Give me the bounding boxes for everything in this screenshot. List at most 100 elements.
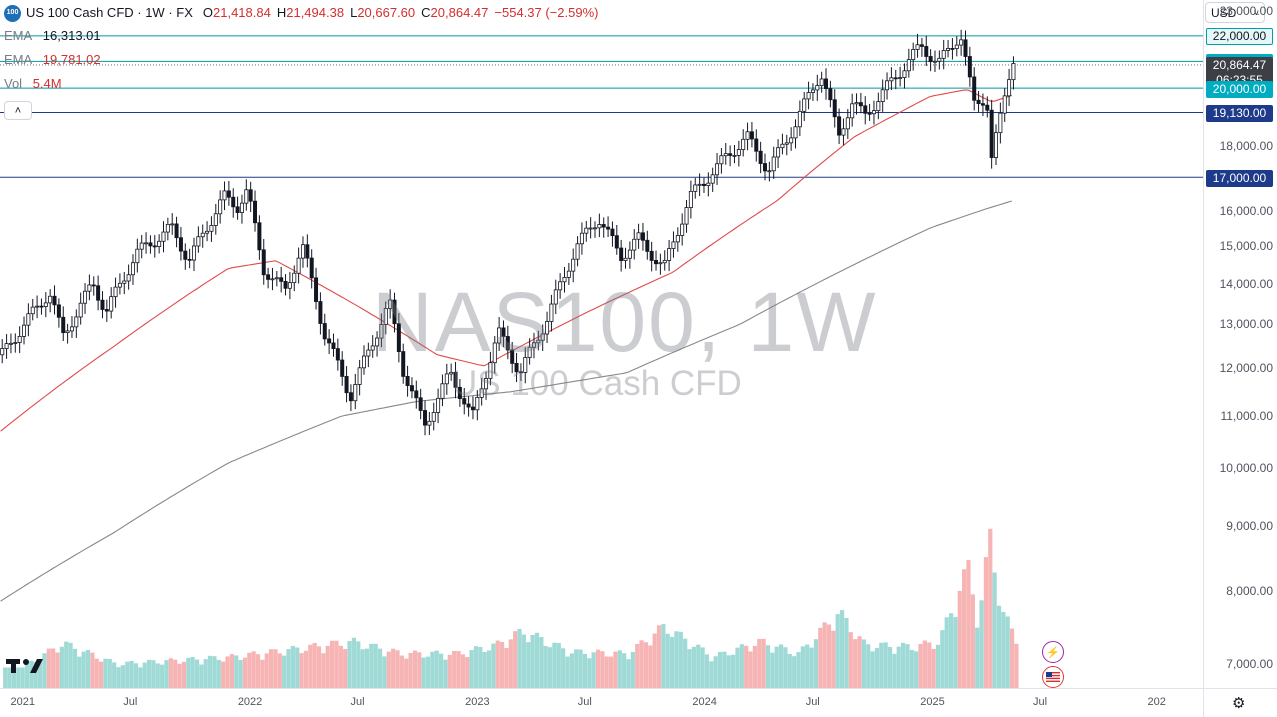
candle-body bbox=[152, 245, 157, 248]
candle-body bbox=[462, 398, 467, 405]
symbol-badge: 100 bbox=[4, 4, 21, 22]
candle-body bbox=[946, 47, 951, 51]
volume-bar bbox=[186, 657, 191, 688]
volume-bar bbox=[996, 605, 1002, 688]
volume-bar bbox=[77, 656, 82, 688]
volume-bar bbox=[935, 644, 941, 688]
candle-body bbox=[488, 362, 493, 379]
volume-bar bbox=[591, 652, 596, 688]
volume-bar bbox=[504, 647, 509, 688]
candle-body bbox=[736, 149, 741, 156]
volume-bar bbox=[460, 654, 465, 688]
candle-body bbox=[348, 392, 353, 402]
x-tick-label: 2022 bbox=[237, 696, 263, 708]
candle-body bbox=[353, 384, 358, 402]
volume-bar bbox=[979, 600, 984, 688]
volume-bar bbox=[37, 660, 43, 688]
volume-bar bbox=[874, 648, 880, 688]
volume-bar bbox=[1014, 643, 1019, 688]
candle-body bbox=[885, 80, 890, 91]
open-value: 21,418.84 bbox=[213, 5, 271, 20]
candle-body bbox=[187, 258, 192, 261]
lightning-icon[interactable]: ⚡ bbox=[1042, 641, 1064, 663]
candle-body bbox=[253, 200, 258, 224]
candle-body bbox=[61, 316, 66, 334]
volume-bar bbox=[643, 642, 649, 688]
volume-bar bbox=[608, 656, 614, 688]
candle-body bbox=[863, 105, 868, 114]
candle-body bbox=[340, 359, 345, 377]
candle-body bbox=[109, 296, 114, 312]
volume-bar bbox=[129, 660, 134, 688]
volume-bar bbox=[395, 650, 400, 688]
indicator-ema-slow[interactable]: EMA 16,313.01 bbox=[4, 28, 101, 43]
collapse-legend-button[interactable]: ˄ bbox=[4, 101, 32, 120]
volume-bar bbox=[338, 645, 343, 688]
candle-body bbox=[305, 244, 310, 259]
candle-body bbox=[523, 357, 528, 373]
candle-body bbox=[270, 278, 275, 281]
currency-select[interactable]: USD ˅ bbox=[1205, 2, 1265, 23]
candle-body bbox=[257, 222, 262, 251]
candle-body bbox=[876, 101, 881, 112]
change-value: −554.37 (−2.59%) bbox=[494, 5, 599, 20]
candle-body bbox=[575, 243, 580, 260]
volume-bar bbox=[11, 667, 17, 688]
candle-body bbox=[396, 323, 401, 352]
candle-body bbox=[409, 385, 414, 392]
volume-bar bbox=[364, 648, 370, 688]
volume-bar bbox=[526, 642, 531, 688]
volume-bar bbox=[569, 653, 574, 688]
indicator-name: EMA bbox=[4, 52, 33, 67]
candle-body bbox=[697, 183, 702, 186]
candle-body bbox=[593, 227, 598, 230]
volume-bar bbox=[739, 644, 744, 688]
volume-bar bbox=[600, 651, 605, 688]
candle-body bbox=[361, 355, 366, 369]
candle-body bbox=[789, 137, 794, 144]
volume-bar bbox=[16, 667, 21, 688]
candle-body bbox=[937, 57, 942, 62]
volume-bar bbox=[887, 646, 893, 688]
candle-body bbox=[327, 338, 332, 344]
candle-body bbox=[287, 282, 292, 289]
volume-bar bbox=[944, 617, 949, 688]
candle-body bbox=[749, 131, 754, 140]
candle-series bbox=[0, 29, 1016, 436]
gear-icon[interactable]: ⚙ bbox=[1232, 695, 1246, 712]
volume-bar bbox=[691, 646, 696, 688]
indicator-volume[interactable]: Vol 5.4M bbox=[4, 76, 62, 91]
volume-bar bbox=[687, 649, 692, 688]
tradingview-logo[interactable] bbox=[6, 655, 44, 681]
candle-body bbox=[205, 230, 210, 234]
volume-bar bbox=[813, 639, 819, 688]
volume-bar bbox=[778, 644, 784, 688]
volume-bar bbox=[892, 653, 897, 688]
candle-body bbox=[170, 223, 175, 226]
candle-body bbox=[828, 88, 833, 101]
symbol-header[interactable]: 100 US 100 Cash CFD · 1W · FX O 21,418.8… bbox=[4, 4, 604, 22]
volume-bar bbox=[674, 631, 679, 688]
volume-bar bbox=[835, 614, 840, 688]
high-value: 21,494.38 bbox=[286, 5, 345, 20]
symbol-title[interactable]: US 100 Cash CFD · 1W · FX bbox=[26, 5, 193, 20]
candle-body bbox=[244, 189, 249, 204]
volume-bar bbox=[146, 659, 152, 688]
candle-body bbox=[719, 155, 724, 165]
candle-body bbox=[318, 301, 323, 324]
volume-bar bbox=[861, 639, 866, 688]
volume-bar bbox=[255, 654, 261, 688]
volume-bar bbox=[613, 651, 618, 688]
volume-bar bbox=[565, 656, 570, 688]
candle-body bbox=[65, 330, 70, 334]
volume-bar bbox=[709, 661, 714, 688]
indicator-ema-fast[interactable]: EMA 19,781.02 bbox=[4, 52, 101, 67]
candle-body bbox=[157, 240, 162, 247]
candle-body bbox=[436, 397, 441, 413]
volume-bar bbox=[443, 659, 448, 688]
volume-bar bbox=[90, 652, 95, 688]
candle-body bbox=[662, 260, 667, 264]
candle-body bbox=[545, 321, 550, 335]
us-flag-icon[interactable] bbox=[1042, 666, 1064, 688]
